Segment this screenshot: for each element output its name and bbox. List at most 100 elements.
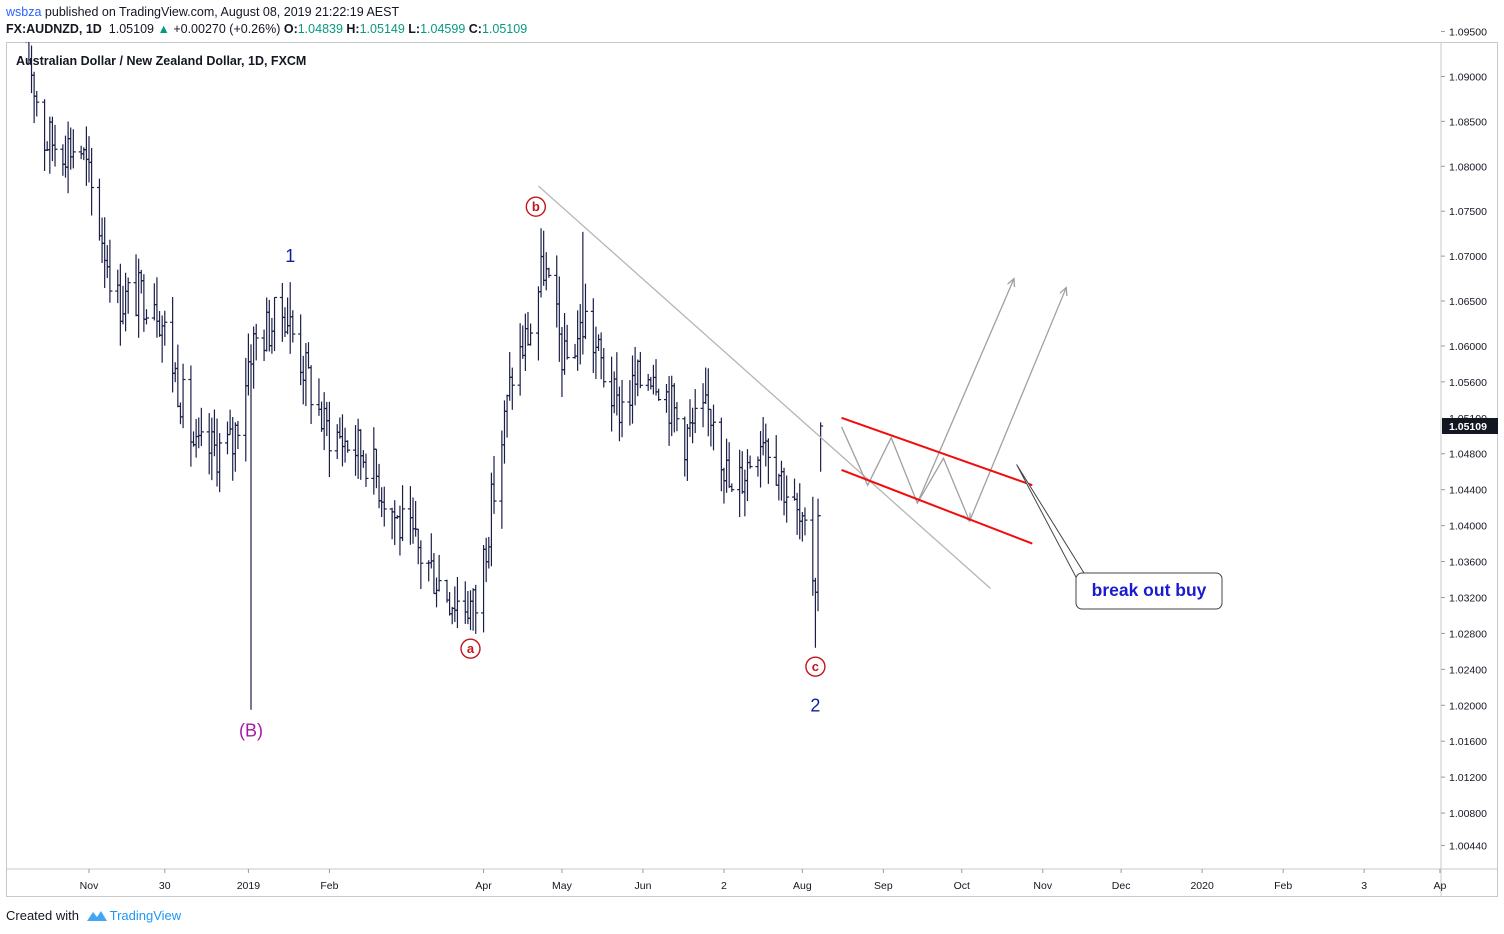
ohlc-bar	[690, 407, 696, 444]
chart-title: Australian Dollar / New Zealand Dollar, …	[16, 54, 306, 68]
ohlc-bar	[483, 537, 489, 583]
y-tick-label: 1.06000	[1449, 341, 1487, 353]
y-tick-label: 1.00440	[1449, 840, 1487, 852]
ohlc-bar	[773, 435, 779, 486]
ohlc-bar	[614, 352, 620, 416]
channel-lower-line	[841, 468, 1033, 545]
ohlc-bar	[358, 429, 364, 480]
y-tick-label: 1.01200	[1449, 772, 1487, 784]
x-tick-label: Jun	[634, 880, 651, 892]
ohlc-bar	[737, 449, 743, 518]
trendline	[538, 185, 991, 589]
ohlc-bar	[491, 455, 497, 514]
ohlc-bar	[308, 365, 314, 425]
ohlc-bar	[339, 414, 345, 467]
ohlc-bar	[345, 440, 351, 453]
ohlc-bar	[337, 417, 343, 439]
ohlc-bar	[157, 311, 163, 337]
ohlc-bar	[760, 417, 766, 456]
x-tick-label: 30	[159, 880, 171, 892]
ohlc-bar	[666, 376, 672, 446]
ohlc-bar	[794, 492, 800, 535]
ohlc-bar	[170, 296, 176, 393]
ohlc-bar	[49, 116, 55, 162]
ohlc-bar	[224, 421, 230, 455]
ohlc-bar	[562, 313, 568, 375]
ohlc-bar	[269, 317, 275, 354]
current-price-label: 1.05109	[1449, 421, 1487, 433]
projection-arrow-2	[968, 288, 1067, 522]
ohlc-bar	[381, 486, 387, 527]
author-link[interactable]: wsbza	[6, 5, 42, 19]
change-up-icon: ▲	[157, 22, 170, 36]
ohlc-bar	[577, 304, 583, 365]
ohlc-bar	[418, 540, 424, 590]
ohlc-bar	[159, 315, 165, 363]
ohlc-bar	[415, 528, 421, 565]
ohlc-bar	[251, 326, 257, 389]
ohlc-bar	[70, 129, 76, 169]
ohlc-bar	[590, 298, 596, 373]
y-tick-label: 1.05600	[1449, 377, 1487, 389]
callout-text: break out buy	[1092, 580, 1207, 600]
ohlc-bar	[454, 576, 460, 629]
tradingview-brand[interactable]: TradingView	[109, 908, 182, 923]
ohlc-bar	[538, 228, 544, 298]
x-tick-label: Apr	[475, 880, 492, 892]
footer: Created with TradingView	[6, 908, 181, 923]
ohlc-bar	[507, 351, 513, 401]
ohlc-bar	[528, 323, 534, 346]
ohlc-bar	[763, 423, 769, 467]
ohlc-bar	[818, 422, 824, 517]
ohlc-bar	[371, 427, 377, 495]
ohlc-bar	[635, 359, 641, 397]
ohlc-bar	[758, 431, 764, 488]
ohlc-bar	[609, 356, 615, 432]
ohlc-bar	[68, 127, 74, 170]
ohlc-bar	[321, 392, 327, 451]
x-tick-label: 2020	[1190, 880, 1214, 892]
ohlc-bar	[230, 416, 236, 481]
ohlc-bar	[543, 252, 549, 291]
ohlc-bar	[601, 348, 607, 388]
ohlc-bar	[684, 424, 690, 481]
low-value: 1.04599	[420, 22, 466, 36]
ohlc-bar	[653, 359, 659, 396]
chart-panel[interactable]	[6, 42, 1498, 897]
price-change: +0.00270 (+0.26%)	[173, 22, 281, 36]
ohlc-bar	[266, 299, 272, 352]
ohlc-bar	[546, 267, 552, 278]
callout-box	[1075, 572, 1223, 610]
x-tick-label: May	[552, 880, 573, 892]
ohlc-bar	[196, 417, 202, 449]
ohlc-bar	[217, 433, 223, 493]
ohlc-bar	[700, 383, 706, 428]
y-tick-label: 1.01600	[1449, 736, 1487, 748]
ohlc-bar	[541, 230, 547, 286]
current-price-tag	[1442, 417, 1498, 434]
high-value: 1.05149	[359, 22, 405, 36]
ohlc-bar	[410, 497, 416, 544]
ohlc-bar	[582, 283, 588, 340]
ohlc-bar	[34, 90, 40, 117]
ohlc-bar	[107, 239, 113, 303]
y-tick-label: 1.02000	[1449, 700, 1487, 712]
ohlc-bar	[444, 579, 450, 603]
projection-arrow-1	[916, 279, 1014, 504]
ohlc-bar	[62, 135, 68, 178]
ohlc-bar	[206, 413, 212, 475]
ohlc-bar	[784, 475, 790, 523]
ohlc-bar	[363, 453, 369, 487]
ohlc-bar	[755, 456, 761, 477]
ohlc-bar	[376, 463, 382, 509]
ohlc-bar	[136, 258, 142, 338]
wave-label-2: 2	[810, 695, 820, 715]
ohlc-bar	[104, 245, 110, 279]
ohlc-bar	[436, 554, 442, 592]
y-tick-label: 1.03600	[1449, 557, 1487, 569]
ohlc-bar	[525, 311, 531, 346]
x-tick-label: Nov	[1033, 880, 1052, 892]
ohlc-bar	[180, 363, 186, 429]
ohlc-bar	[319, 401, 325, 432]
